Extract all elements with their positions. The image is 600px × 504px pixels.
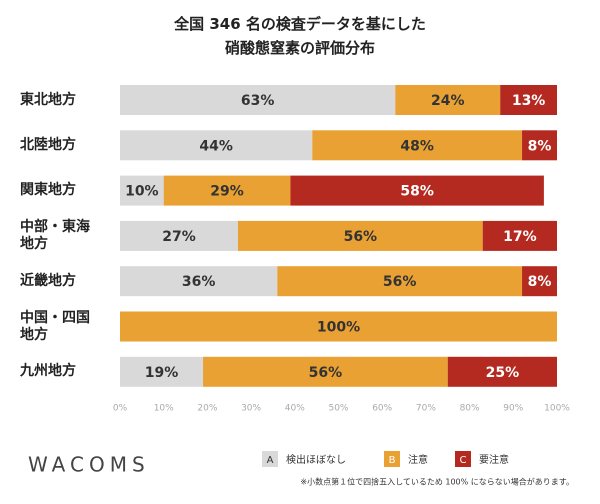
bar-segment (120, 85, 396, 115)
bar-segment (395, 85, 501, 115)
legend-label: 要注意 (479, 453, 509, 466)
x-tick-label: 100% (544, 404, 570, 414)
x-tick-label: 30% (241, 404, 261, 414)
x-tick-label: 70% (416, 404, 436, 414)
value-label: 44% (199, 138, 233, 154)
bar-segment (120, 220, 238, 251)
logo: WACOMS (28, 453, 150, 477)
value-label: 56% (383, 274, 417, 290)
x-tick-label: 50% (328, 404, 348, 414)
x-tick-label: 0% (113, 404, 128, 414)
category-label: 九州地方 (20, 363, 76, 380)
bar-segment (500, 85, 557, 115)
category-label: 中国・四国 地方 (20, 309, 90, 343)
value-label: 27% (162, 229, 196, 245)
value-label: 13% (512, 93, 546, 109)
bar-segment (120, 356, 204, 387)
x-tick-label: 80% (460, 404, 480, 414)
value-label: 19% (145, 365, 179, 381)
bar-segment (290, 175, 544, 206)
legend-key: A (267, 455, 274, 466)
value-label: 63% (241, 93, 275, 109)
bar-segment (120, 311, 557, 342)
category-label: 東北地方 (20, 91, 76, 108)
bar-segment (120, 266, 278, 297)
bar-segment (522, 266, 557, 297)
chart-title: 全国 346 名の検査データを基にした 硝酸態窒素の評価分布 (174, 15, 426, 57)
value-label: 17% (503, 229, 537, 245)
bar-segment (312, 130, 523, 161)
value-label: 48% (400, 138, 434, 154)
category-label: 近畿地方 (20, 272, 76, 289)
value-label: 8% (528, 274, 552, 290)
footnote: ※小数点第１位で四捨五入しているため 100% にならない場合があります。 (300, 477, 574, 487)
category-label: 中部・東海 地方 (20, 218, 90, 252)
value-label: 24% (431, 93, 465, 109)
legend-swatch (262, 451, 278, 467)
bar-segment (163, 175, 291, 206)
bar-segment (482, 220, 557, 251)
bar-segment (237, 220, 483, 251)
value-label: 29% (210, 184, 244, 200)
value-label: 56% (309, 365, 343, 381)
category-label: 関東地方 (20, 182, 76, 199)
value-label: 36% (182, 274, 216, 290)
legend-label: 検出ほぼなし (286, 453, 346, 466)
x-tick-label: 10% (154, 404, 174, 414)
bar-segment (120, 130, 313, 161)
value-label: 8% (528, 138, 552, 154)
category-label: 北陸地方 (20, 136, 76, 153)
legend-swatch (455, 451, 471, 467)
value-label: 58% (400, 184, 434, 200)
bar-segment (120, 175, 164, 206)
value-label: 100% (317, 320, 360, 336)
value-label: 10% (125, 184, 159, 200)
legend-label: 注意 (408, 453, 428, 466)
bar-segment (522, 130, 557, 161)
bar-segment (447, 356, 557, 387)
x-tick-label: 60% (372, 404, 392, 414)
value-label: 56% (344, 229, 378, 245)
legend-swatch (384, 451, 400, 467)
bar-segment (277, 266, 523, 297)
x-tick-label: 20% (197, 404, 217, 414)
bar-segment (203, 356, 448, 387)
x-tick-label: 90% (503, 404, 523, 414)
value-label: 25% (486, 365, 520, 381)
x-tick-label: 40% (285, 404, 305, 414)
legend-key: B (389, 455, 396, 466)
legend-key: C (460, 455, 467, 466)
